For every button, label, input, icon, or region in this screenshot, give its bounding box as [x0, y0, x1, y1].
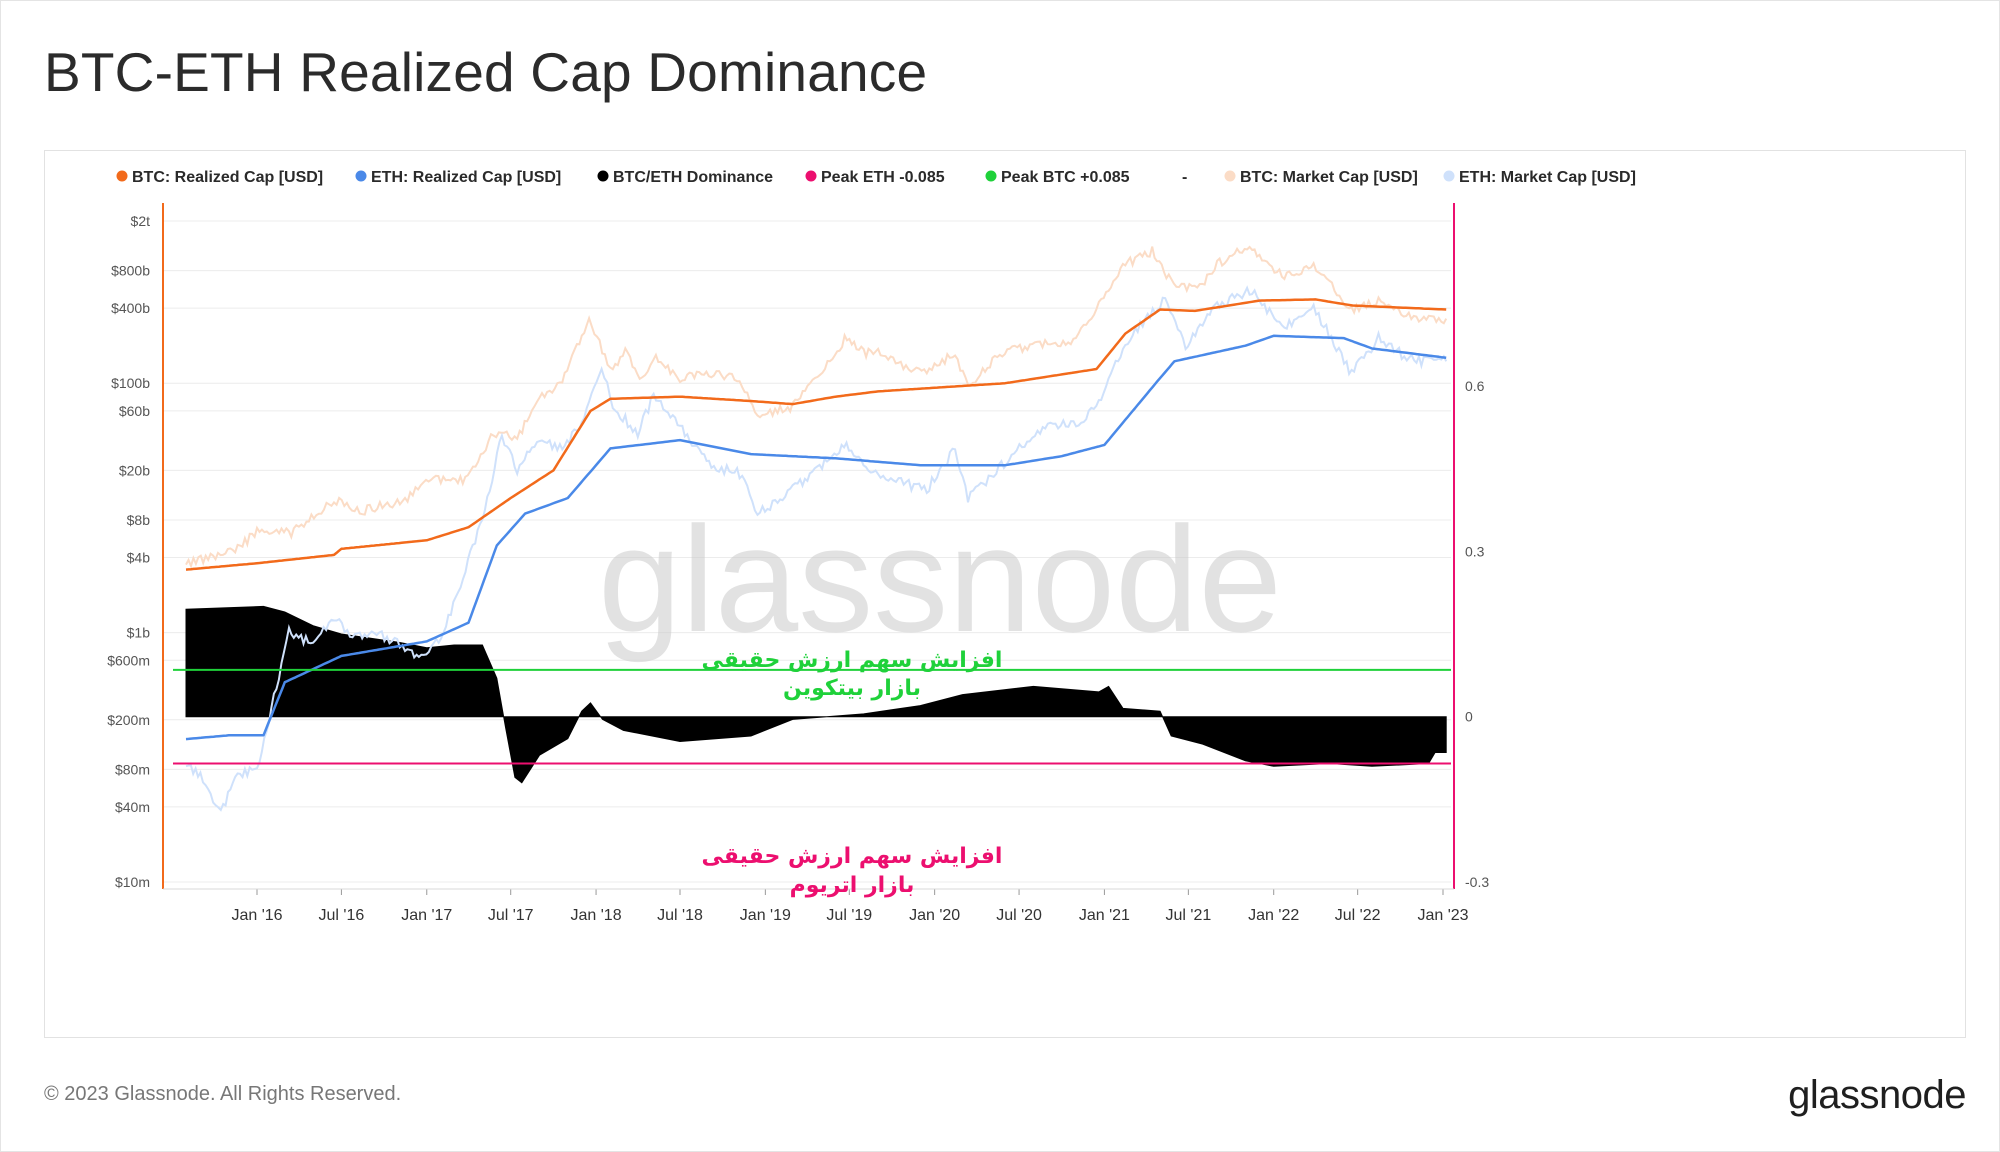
- dominance-area: [185, 605, 1447, 784]
- y-left-tick-label: $200m: [107, 712, 150, 728]
- legend-marker: [805, 170, 817, 182]
- footer-copyright: © 2023 Glassnode. All Rights Reserved.: [44, 1083, 402, 1105]
- y-left-tick-label: $100b: [111, 375, 150, 391]
- x-tick-label: Jul '21: [1165, 907, 1211, 924]
- x-tick-label: Jan '20: [909, 907, 960, 924]
- legend-marker: [116, 170, 128, 182]
- eth-zone-line-2: بازار اتریوم: [790, 873, 915, 898]
- x-tick-label: Jan '19: [740, 907, 791, 924]
- x-tick-label: Jul '22: [1335, 907, 1381, 924]
- x-tick-label: Jan '17: [401, 907, 452, 924]
- gridlines: [163, 220, 1451, 883]
- btc-zone-line-2: بازار بیتکوین: [783, 676, 921, 701]
- legend-label: ETH: Realized Cap [USD]: [371, 169, 561, 186]
- x-tick-label: Jan '16: [231, 907, 282, 924]
- legend-marker: [985, 170, 997, 182]
- x-tick-label: Jan '18: [571, 907, 622, 924]
- chart-svg: glassnode $2t$800b$400b$100b$60b$20b$8b$…: [107, 169, 1636, 924]
- legend-label: BTC/ETH Dominance: [613, 169, 773, 186]
- market-cap-lines: [185, 245, 1448, 812]
- y-left-tick-label: $1b: [127, 625, 151, 641]
- y-right-tick-label: 0.6: [1465, 378, 1485, 394]
- chart-panel: glassnode $2t $800b $400b $100b $60b $20b $8b $…: [44, 150, 1966, 1038]
- y-left-tick-label: $800b: [111, 263, 150, 279]
- realized-cap-lines: [185, 298, 1447, 741]
- x-tick-label: Jul '16: [319, 907, 365, 924]
- btc-zone-annotation: افزایش سهم ارزش حقیقی بازار بیتکوین: [702, 648, 1003, 701]
- y-left-tick-label: $8b: [127, 512, 151, 528]
- legend-marker: [355, 170, 367, 182]
- x-tick-label: Jan '22: [1248, 907, 1299, 924]
- legend: BTC: Realized Cap [USD] ETH: Realized Cap…: [116, 169, 1636, 186]
- eth-zone-line-1: افزایش سهم ارزش حقیقی: [702, 844, 1003, 869]
- x-tick-label: Jul '17: [488, 907, 534, 924]
- x-tick-label: Jul '18: [657, 907, 703, 924]
- legend-marker: [1443, 170, 1455, 182]
- y-right-tick-label: -0.3: [1465, 874, 1489, 890]
- y-left-tick-label: $60b: [119, 403, 150, 419]
- legend-marker: [1224, 170, 1236, 182]
- x-tick-label: Jan '21: [1079, 907, 1130, 924]
- eth-realized-cap-line: [185, 334, 1447, 741]
- x-tick-label: Jul '19: [826, 907, 872, 924]
- y-left-tick-label: $400b: [111, 300, 150, 316]
- legend-label: Peak BTC +0.085: [1001, 169, 1130, 186]
- btc-realized-cap-line: [185, 298, 1447, 571]
- y-left-tick-label: $4b: [127, 550, 151, 566]
- reference-lines: [173, 668, 1451, 765]
- y-left-tick-label: $10m: [115, 874, 150, 890]
- y-left-tick-label: $80m: [115, 761, 150, 777]
- page-title: BTC-ETH Realized Cap Dominance: [44, 41, 928, 103]
- legend-item: BTC: Realized Cap [USD]: [116, 169, 323, 186]
- dominance-series-area: [185, 605, 1447, 784]
- y-left-tick-label: $600m: [107, 652, 150, 668]
- watermark: glassnode: [598, 495, 1282, 663]
- footer-logo: glassnode: [1788, 1073, 1966, 1117]
- legend-label: -: [1182, 169, 1187, 186]
- legend-item: Peak ETH -0.085: [805, 169, 945, 186]
- legend-item: BTC: Market Cap [USD]: [1224, 169, 1418, 186]
- legend-item: BTC/ETH Dominance: [597, 169, 773, 186]
- x-tick-label: Jan '23: [1417, 907, 1468, 924]
- legend-item: ETH: Market Cap [USD]: [1443, 169, 1636, 186]
- legend-item: ETH: Realized Cap [USD]: [355, 169, 561, 186]
- y-left-tick-label: $2t: [131, 213, 151, 229]
- y-right-tick-label: 0.3: [1465, 543, 1485, 559]
- legend-marker: [597, 170, 609, 182]
- legend-label: Peak ETH -0.085: [821, 169, 945, 186]
- axes: $2t $800b $400b $100b $60b $20b $8b $4b $1b $600m…: [107, 203, 1489, 924]
- eth-market-cap-line: [185, 285, 1448, 812]
- legend-item: -: [1182, 169, 1187, 186]
- eth-zone-annotation: افزایش سهم ارزش حقیقی بازار اتریوم: [702, 844, 1003, 898]
- legend-item: Peak BTC +0.085: [985, 169, 1130, 186]
- y-left-tick-label: $40m: [115, 799, 150, 815]
- btc-market-cap-line: [185, 245, 1448, 569]
- y-left-tick-label: $20b: [119, 462, 150, 478]
- x-tick-label: Jul '20: [996, 907, 1042, 924]
- y-right-tick-label: 0: [1465, 709, 1473, 725]
- legend-label: ETH: Market Cap [USD]: [1459, 169, 1636, 186]
- btc-zone-line-1: افزایش سهم ارزش حقیقی: [702, 648, 1003, 673]
- legend-label: BTC: Realized Cap [USD]: [132, 169, 323, 186]
- legend-label: BTC: Market Cap [USD]: [1240, 169, 1418, 186]
